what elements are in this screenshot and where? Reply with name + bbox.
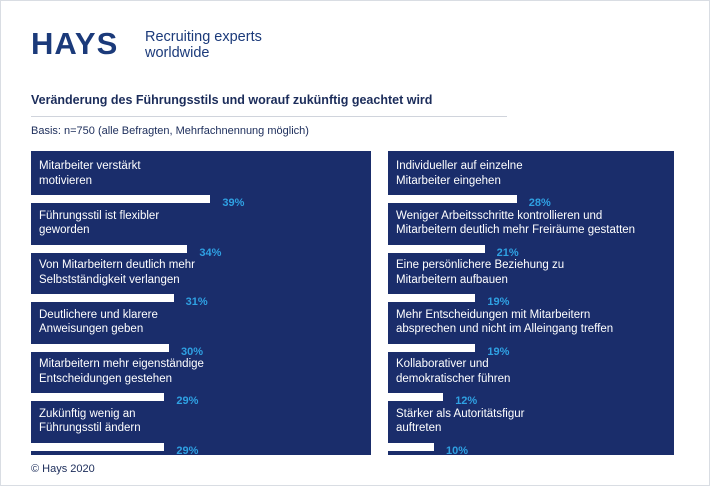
bar-label: Mitarbeiter verstärkt motivieren xyxy=(39,159,141,188)
tagline-line-1: Recruiting experts xyxy=(145,29,262,45)
bar-label-line: Führungsstil ist flexibler xyxy=(39,209,160,222)
bar xyxy=(388,195,517,203)
bar-label: Stärker als Autoritätsfigur auftreten xyxy=(396,407,524,436)
bar-value-label: 10% xyxy=(446,444,469,457)
right-bar-panel: Individueller auf einzelne Mitarbeiter ei… xyxy=(388,151,674,457)
copyright-footer: © Hays 2020 xyxy=(31,463,95,475)
bar-value-label: 39% xyxy=(222,197,245,209)
bar-value-label: 34% xyxy=(199,246,222,259)
bar-label-line: Führungsstil ändern xyxy=(39,422,141,434)
bar-label-line: Weniger Arbeitsschritte kontrollieren un… xyxy=(396,209,603,222)
bar-value-label: 19% xyxy=(487,345,510,358)
bar-label-line: Stärker als Autoritätsfigur xyxy=(396,407,525,420)
left-bar-panel: Mitarbeiter verstärkt motivieren 39% Führun… xyxy=(31,151,371,457)
bar-label-line: Mitarbeitern deutlich mehr Freiräume ges… xyxy=(396,224,636,236)
bar-label-line: geworden xyxy=(39,224,90,236)
bar-label-line: Mehr Entscheidungen mit Mitarbeitern xyxy=(396,308,591,321)
bar-value-label: 28% xyxy=(528,197,551,209)
bar xyxy=(388,442,434,451)
bar-value-label: 29% xyxy=(176,444,199,457)
bar xyxy=(388,244,485,253)
tagline-line-2: worldwide xyxy=(145,45,210,61)
bar-label-line: Selbstständigkeit verlangen xyxy=(39,273,180,286)
hays-logo: HAYS xyxy=(31,26,119,61)
title-divider xyxy=(31,116,507,117)
bar-value-label: 19% xyxy=(487,296,510,308)
bar-value-label: 29% xyxy=(176,395,199,407)
bar-label-line: Mitarbeitern mehr eigenständige xyxy=(39,358,204,370)
bar xyxy=(388,393,444,401)
bar xyxy=(31,195,211,203)
bar-label-line: motivieren xyxy=(39,174,93,187)
bar-label-line: Mitarbeiter verstärkt xyxy=(39,160,141,172)
chart-title: Veränderung des Führungsstils und worauf… xyxy=(31,93,433,107)
bar-value-label: 30% xyxy=(181,345,204,358)
bar-label: Weniger Arbeitsschritte kontrollieren un… xyxy=(396,209,635,238)
bar-label: Führungsstil ist flexibler geworden xyxy=(39,209,159,238)
bar-label: Mehr Entscheidungen mit Mitarbeitern absp… xyxy=(396,308,613,337)
bar xyxy=(31,294,174,302)
bar-label-line: demokratischer führen xyxy=(396,372,511,385)
bar-label-line: Eine persönlichere Beziehung zu xyxy=(396,259,565,271)
bar-label: Eine persönlichere Beziehung zu Mitarbeit… xyxy=(396,258,564,287)
bar xyxy=(31,244,188,253)
bar-label: Kollaborativer und demokratischer führen xyxy=(396,357,510,386)
bar xyxy=(388,294,476,302)
bar-value-label: 21% xyxy=(496,246,519,259)
bar-label: Mitarbeitern mehr eigenständige Entscheid… xyxy=(39,357,204,386)
bar-label-line: Anweisungen geben xyxy=(39,323,144,335)
bar-label: Deutlichere und klarere Anweisungen geben xyxy=(39,308,158,337)
bar-label-line: Zukünftig wenig an xyxy=(39,407,136,420)
bar xyxy=(31,393,165,401)
bar-label-line: Deutlichere und klarere xyxy=(39,308,158,321)
bar xyxy=(31,343,169,352)
bar xyxy=(388,343,476,352)
chart-subtitle-basis: Basis: n=750 (alle Befragten, Mehrfachne… xyxy=(31,125,309,137)
bar-label-line: Mitarbeitern aufbauen xyxy=(396,273,508,286)
bar-label-line: auftreten xyxy=(396,422,442,434)
bar-label: Zukünftig wenig an Führungsstil ändern xyxy=(39,407,141,436)
bar-label-line: Kollaborativer und xyxy=(396,358,489,370)
bar xyxy=(31,442,165,451)
bar-label-line: Mitarbeiter eingehen xyxy=(396,174,501,187)
bar-label-line: Entscheidungen gestehen xyxy=(39,372,172,385)
bar-label: Von Mitarbeitern deutlich mehr Selbststän… xyxy=(39,258,195,287)
bar-value-label: 31% xyxy=(185,296,208,308)
bar-value-label: 12% xyxy=(455,395,478,407)
brand-tagline: Recruiting experts worldwide xyxy=(145,29,275,61)
bar-label-line: Individueller auf einzelne xyxy=(396,160,523,172)
bar-label-line: absprechen und nicht im Alleingang treff… xyxy=(396,323,614,335)
bar-label-line: Von Mitarbeitern deutlich mehr xyxy=(39,259,195,271)
bar-label: Individueller auf einzelne Mitarbeiter ei… xyxy=(396,159,523,188)
